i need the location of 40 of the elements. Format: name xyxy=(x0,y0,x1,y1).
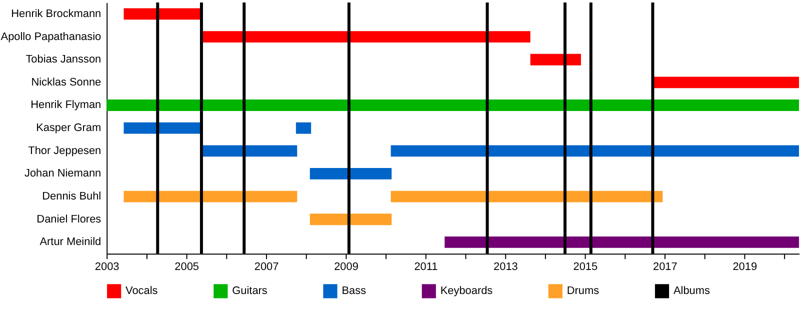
bar xyxy=(296,122,312,134)
x-tick-label: 2003 xyxy=(94,261,120,274)
x-tick-label: 2019 xyxy=(732,261,758,274)
legend-label: Keyboards xyxy=(440,285,494,298)
y-tick-label: Nicklas Sonne xyxy=(31,76,102,88)
y-tick-label: Johan Niemann xyxy=(24,168,102,180)
y-tick-label: Kasper Gram xyxy=(36,122,102,134)
y-tick-label: Artur Meinild xyxy=(40,236,102,248)
legend-label: Albums xyxy=(673,285,710,298)
x-tick-label: 2005 xyxy=(174,261,199,274)
bar xyxy=(310,168,392,180)
bar xyxy=(444,236,800,248)
legend-label: Drums xyxy=(566,285,600,298)
y-tick-label: Henrik Brockmann xyxy=(11,8,102,20)
x-tick-label: 2009 xyxy=(334,261,358,274)
bar xyxy=(201,31,530,42)
bar xyxy=(201,145,298,157)
bar xyxy=(530,54,581,66)
y-tick-label: Dennis Buhl xyxy=(42,190,102,203)
y-tick-label: Henrik Flyman xyxy=(30,99,102,112)
x-tick-label: 2013 xyxy=(494,261,518,274)
bar xyxy=(106,100,800,111)
bar xyxy=(310,214,392,226)
x-tick-label: 2011 xyxy=(414,261,438,274)
x-tick-label: 2007 xyxy=(254,261,279,274)
bar xyxy=(390,190,663,202)
y-tick-label: Daniel Flores xyxy=(36,213,102,226)
bar xyxy=(124,190,298,202)
legend-label: Guitars xyxy=(232,285,268,298)
legend-label: Vocals xyxy=(126,285,158,298)
x-tick-label: 2015 xyxy=(573,261,598,274)
bar xyxy=(654,76,800,88)
bar xyxy=(124,122,202,134)
x-tick-label: 2017 xyxy=(652,261,678,274)
bar xyxy=(124,8,202,20)
y-tick-label: Tobias Jansson xyxy=(26,54,102,66)
y-tick-label: Apollo Papathanasio xyxy=(0,30,102,43)
legend-label: Bass xyxy=(342,285,367,298)
bar xyxy=(390,145,800,157)
y-tick-label: Thor Jeppesen xyxy=(28,144,102,157)
